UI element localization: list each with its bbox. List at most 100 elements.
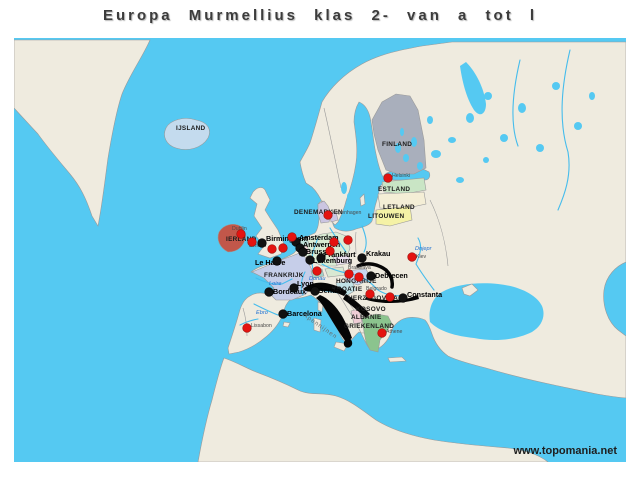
city-label-antwerpen: Antwerpen [303,240,340,249]
city-marker-red-11[interactable] [365,289,375,299]
city-marker-red-8[interactable] [312,266,322,276]
river-wisla [361,225,367,253]
city-label-lyon: Lyon [297,279,314,288]
city-marker-black-bordeaux[interactable] [264,287,274,297]
country-lithuania[interactable] [375,205,413,227]
iceland[interactable] [164,118,210,150]
city-marker-red-16[interactable] [377,328,387,338]
calabria-hook [343,336,353,348]
river-label-loire: Loire [269,281,281,287]
country-label-denemarken: DENEMARKEN [294,209,343,216]
country-label-litouwen: LITOUWEN [368,213,404,220]
bg-city-label-dublin: Dublin [232,226,247,232]
river-label-donau: Donau [309,276,325,282]
greenland [14,39,151,227]
country-label-ijsland: IJSLAND [176,125,206,132]
crimea [461,283,479,297]
city-marker-black-lyon[interactable] [289,283,299,293]
country-finland[interactable] [371,93,427,175]
city-marker-black-genua[interactable] [310,286,320,296]
city-marker-red-14[interactable] [323,210,333,220]
city-marker-red-7[interactable] [343,235,353,245]
city-label-brussel: Brussel [306,247,332,256]
city-marker-black-constanta[interactable] [398,293,408,303]
city-marker-red-1[interactable] [247,237,257,247]
city-marker-black-barcelona[interactable] [278,309,288,319]
country-label-hongarije: HONGARIJE [336,278,377,285]
city-label-genua: Genua [318,286,341,295]
city-marker-red-4[interactable] [287,232,297,242]
river-loire [255,277,293,285]
europe-map: IJSLAND FINLAND ESTLAND LETLAND LITOUWEN DENE… [14,38,626,462]
city-marker-black-brussel[interactable] [298,247,308,257]
apennijnen-range [316,295,352,342]
north-africa [197,357,549,462]
city-marker-red-0[interactable] [236,229,246,239]
city-marker-red-5[interactable] [325,246,335,256]
country-estonia[interactable] [381,177,427,195]
city-marker-red-9[interactable] [344,269,354,279]
country-label-kroatie: KROATIE [332,286,363,293]
alpen-range [303,282,347,296]
watermark: www.topomania.net [513,445,618,457]
city-label-constanta: Constanta [407,290,443,299]
gotland [359,193,366,207]
bg-city-label-lissabon: Lissabon [251,323,272,329]
city-marker-red-12[interactable] [385,292,395,302]
country-czechia[interactable] [332,254,352,266]
rivers [239,49,571,326]
city-label-le-havre: Le Havre [255,258,285,267]
country-borders [242,107,449,337]
country-label-frankrijk: FRANKRIJK [264,272,304,279]
country-latvia[interactable] [377,191,427,211]
bg-city-label-london: London [249,243,266,249]
country-label-ierland: IERLAND [226,236,257,243]
city-marker-red-10[interactable] [354,272,364,282]
city-marker-red-2[interactable] [267,244,277,254]
city-marker-black-debrecen[interactable] [366,271,376,281]
country-label-kosovo: KOSOVO [356,306,386,313]
map-title: Europa Murmellius klas 2- van a tot l [102,7,538,24]
bg-city-label-kiev: Kiev [416,254,426,260]
city-marker-black-frankfurt[interactable] [316,253,326,263]
city-marker-red-13[interactable] [407,252,417,262]
city-label-amsterdam: Amsterdam [299,233,339,242]
river-don [512,59,521,147]
river-elbe [329,227,347,253]
lakes [341,82,595,201]
river-rhone [300,271,306,296]
country-label-estland: ESTLAND [378,186,410,193]
city-marker-red-6[interactable] [329,237,339,247]
city-label-debrecen: Debrecen [375,271,408,280]
city-marker-black-birmingham[interactable] [257,238,267,248]
bg-city-label-helsinki: Helsinki [392,173,410,179]
city-label-krakau: Krakau [366,249,390,258]
city-marker-red-17[interactable] [242,323,252,333]
river-ebro [253,303,279,316]
country-label-albanie: ALBANIE [351,314,382,321]
country-label-letland: LETLAND [383,204,415,211]
city-marker-black-le-havre[interactable] [272,256,282,266]
river-label-ebro: Ebro [256,310,268,316]
dinarisch-range [343,294,370,318]
country-label-griekenland: GRIEKENLAND [344,323,394,330]
country-albania[interactable] [350,308,363,325]
city-label-birmingham: Birmingham [266,234,308,243]
city-label-bordeaux: Bordeaux [273,287,306,296]
mountain-ranges [303,262,419,348]
city-marker-black-luxemburg[interactable] [305,255,315,265]
city-label-barcelona: Barcelona [287,309,323,318]
city-marker-black-krakau[interactable] [357,253,367,263]
river-dnjepr [415,237,435,291]
city-marker-red-3[interactable] [278,243,288,253]
mallorca [282,321,291,328]
crete [387,356,407,363]
country-greece[interactable] [361,313,393,353]
river-wolga [557,49,571,211]
city-label-frankfurt: Frankfurt [324,250,356,259]
great-britain [249,187,285,259]
sardinia [313,317,322,333]
city-marker-red-15[interactable] [383,173,393,183]
white-sea [460,62,486,115]
